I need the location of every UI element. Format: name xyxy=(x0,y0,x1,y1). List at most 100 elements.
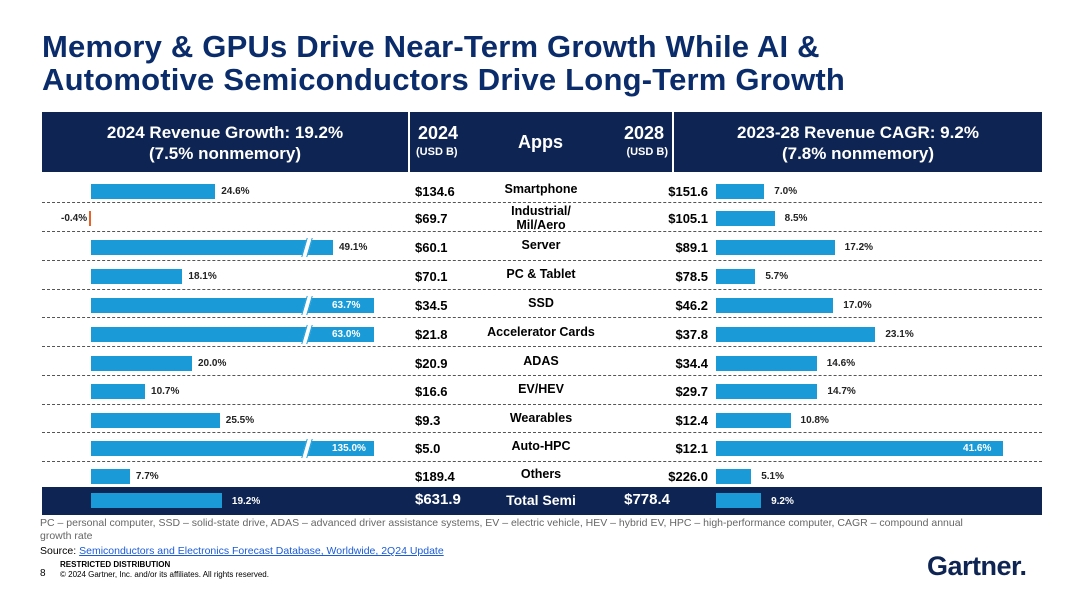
cagr-label: 5.7% xyxy=(765,271,789,282)
header-year-2028-unit: (USD B) xyxy=(626,146,668,158)
app-name: Accelerator Cards xyxy=(487,325,595,339)
cagr-label: 8.5% xyxy=(784,213,808,224)
copyright: © 2024 Gartner, Inc. and/or its affiliat… xyxy=(60,570,269,579)
app-name: PC & Tablet xyxy=(506,267,576,281)
app-name: Smartphone xyxy=(504,182,578,196)
revenue-2024: $189.4 xyxy=(415,469,455,484)
cagr-label: 5.1% xyxy=(761,471,784,482)
growth-bar xyxy=(91,469,130,484)
cagr-bar xyxy=(716,211,775,226)
revenue-2024: $70.1 xyxy=(415,269,448,284)
growth-label: 24.6% xyxy=(221,186,250,197)
revenue-2024: $21.8 xyxy=(415,327,448,342)
gartner-logo: Gartner. xyxy=(927,551,1027,581)
revenue-2024: $9.3 xyxy=(415,413,441,428)
growth-bar xyxy=(91,269,183,284)
growth-bar xyxy=(91,413,220,428)
revenue-2028: $226.0 xyxy=(668,469,708,484)
revenue-2028: $89.1 xyxy=(675,240,708,255)
growth-label: 7.7% xyxy=(135,471,159,482)
growth-bar xyxy=(91,356,192,371)
app-name: Industrial/Mil/Aero xyxy=(511,204,571,232)
slide-title: Memory & GPUs Drive Near-Term Growth Whi… xyxy=(42,30,1052,96)
cagr-bar xyxy=(716,327,876,342)
revenue-2028: $78.5 xyxy=(675,269,708,284)
header-right-line-1: 2023-28 Revenue CAGR: 9.2% xyxy=(737,123,979,142)
growth-label: 25.5% xyxy=(225,415,255,426)
header-apps-label: Apps xyxy=(518,132,563,152)
title-line-2: Automotive Semiconductors Drive Long-Ter… xyxy=(42,62,846,97)
total-cagr-label: 9.2% xyxy=(771,496,794,507)
growth-label: 135.0% xyxy=(332,443,366,454)
app-name: SSD xyxy=(528,296,554,310)
total-revenue-2024: $631.9 xyxy=(415,491,461,508)
revenue-2024: $16.6 xyxy=(415,384,448,399)
row-separator xyxy=(42,231,1042,232)
total-growth-bar xyxy=(91,493,222,508)
total-app-name: Total Semi xyxy=(506,492,576,508)
total-revenue-2028: $778.4 xyxy=(624,491,670,508)
row-separator xyxy=(42,461,1042,462)
cagr-label: 14.7% xyxy=(827,386,856,397)
cagr-bar xyxy=(716,269,756,284)
growth-label: 49.1% xyxy=(339,242,368,253)
cagr-bar xyxy=(716,356,817,371)
source-link[interactable]: Semiconductors and Electronics Forecast … xyxy=(79,545,444,557)
cagr-label: 14.6% xyxy=(826,358,856,369)
row-separator xyxy=(42,289,1042,290)
cagr-bar xyxy=(716,240,835,255)
header-year-2024: 2024 xyxy=(418,123,459,143)
header-left-line-1: 2024 Revenue Growth: 19.2% xyxy=(106,123,344,142)
restricted-label: RESTRICTED DISTRIBUTION xyxy=(60,560,171,569)
cagr-bar xyxy=(716,298,834,313)
revenue-2028: $29.7 xyxy=(675,384,708,399)
revenue-2028: $12.1 xyxy=(675,441,708,456)
total-row: 19.2% $631.9 Total Semi $778.4 9.2% xyxy=(42,487,1042,515)
growth-bar xyxy=(91,384,146,399)
total-growth-label: 19.2% xyxy=(231,496,261,507)
header-right-line-2: (7.8% nonmemory) xyxy=(781,144,935,163)
app-name: Wearables xyxy=(509,411,573,425)
revenue-2028: $12.4 xyxy=(675,413,708,428)
app-name: EV/HEV xyxy=(518,382,564,396)
growth-bar xyxy=(91,184,216,199)
page-number: 8 xyxy=(40,568,46,579)
revenue-2028: $46.2 xyxy=(675,298,708,313)
row-separator xyxy=(42,404,1042,405)
growth-label: 18.1% xyxy=(188,271,217,282)
title-line-1: Memory & GPUs Drive Near-Term Growth Whi… xyxy=(42,29,820,64)
cagr-label: 7.0% xyxy=(774,186,798,197)
header-year-2028: 2028 xyxy=(623,123,664,143)
total-cagr-bar xyxy=(716,493,762,508)
cagr-label: 23.1% xyxy=(885,329,914,340)
growth-label: 20.0% xyxy=(198,358,227,369)
cagr-bar xyxy=(716,441,1004,456)
revenue-2028: $34.4 xyxy=(675,356,708,371)
growth-bar-negative xyxy=(89,211,91,226)
revenue-2024: $5.0 xyxy=(415,441,441,456)
cagr-bar xyxy=(716,413,791,428)
cagr-label: 17.2% xyxy=(844,242,874,253)
cagr-label: 41.6% xyxy=(963,443,992,454)
header-year-2024-unit: (USD B) xyxy=(416,146,458,158)
revenue-2024: $60.1 xyxy=(415,240,448,255)
header-revenue-growth: 2024 Revenue Growth: 19.2% (7.5% nonmemo… xyxy=(42,112,408,172)
source-line: Source: Semiconductors and Electronics F… xyxy=(40,545,444,557)
revenue-2028: $151.6 xyxy=(668,184,708,199)
growth-label: 63.7% xyxy=(332,300,361,311)
revenue-2028: $37.8 xyxy=(675,327,708,342)
app-name: Others xyxy=(520,467,562,481)
revenue-2028: $105.1 xyxy=(668,211,708,226)
growth-bar xyxy=(91,240,333,255)
app-name: Auto-HPC xyxy=(511,439,571,453)
row-separator xyxy=(42,260,1042,261)
cagr-bar xyxy=(716,469,752,484)
row-separator xyxy=(42,202,1042,203)
row-separator xyxy=(42,375,1042,376)
row-separator xyxy=(42,317,1042,318)
header-left-line-2: (7.5% nonmemory) xyxy=(148,144,302,163)
cagr-bar xyxy=(716,184,765,199)
footnote-abbreviations: PC – personal computer, SSD – solid-stat… xyxy=(40,517,963,542)
header-apps: 2024 (USD B) Apps 2028 (USD B) xyxy=(410,112,672,172)
app-name: ADAS xyxy=(523,354,559,368)
